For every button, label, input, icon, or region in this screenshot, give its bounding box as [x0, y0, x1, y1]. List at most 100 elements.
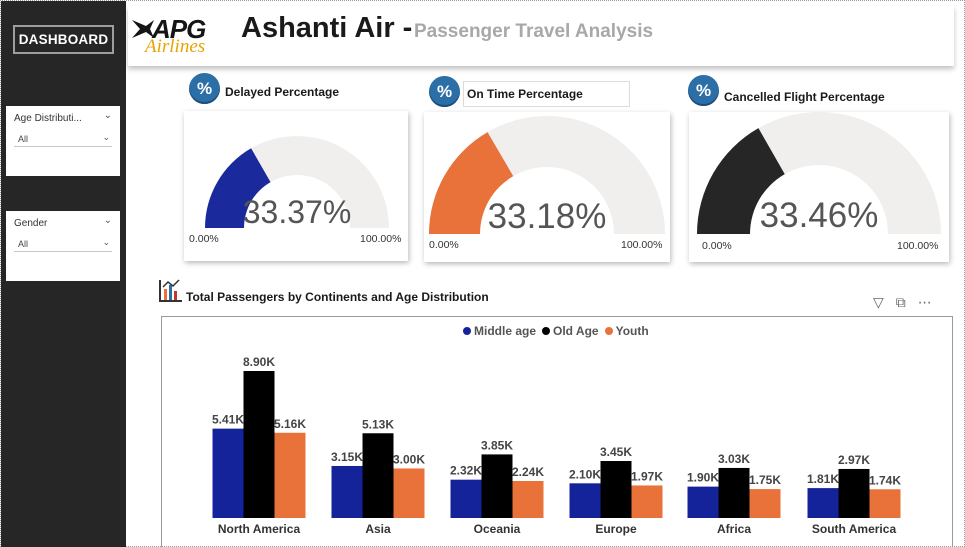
data-label: 5.13K	[362, 417, 394, 431]
logo-subtext: Airlines	[145, 36, 206, 57]
chart-frame[interactable]	[161, 316, 953, 547]
bar-youth[interactable]	[631, 485, 663, 518]
cancelled-gauge-card[interactable]: 33.46% 0.00% 100.00%	[689, 112, 949, 262]
chevron-down-icon[interactable]: ⌄	[102, 237, 110, 247]
legend-item-old-age[interactable]: Old Age	[542, 324, 599, 338]
on-time-gauge: 33.18%	[429, 116, 665, 236]
bar-youth[interactable]	[274, 432, 306, 518]
cancelled-gauge: 33.46%	[697, 112, 941, 235]
data-label: 1.90K	[687, 471, 719, 485]
category-label: Africa	[717, 522, 751, 536]
delayed-gauge-card[interactable]: 33.37% 0.00% 100.00%	[184, 111, 408, 261]
bar-chart: 5.41K 8.90K 5.16K North America 3.15K 5.13K 3.…	[212, 355, 901, 536]
data-label: 3.00K	[393, 452, 425, 466]
dropdown-value: All	[18, 239, 29, 249]
dropdown-value: All	[18, 134, 29, 144]
bar-old-age[interactable]	[718, 467, 750, 518]
bar-middle-age[interactable]	[450, 479, 482, 518]
delayed-gauge: 33.37%	[205, 136, 389, 230]
gauge-value-label: 33.46%	[760, 196, 879, 235]
gauge-value-arc	[429, 132, 514, 234]
slicer-title: Gender	[14, 218, 48, 229]
dashboard-button[interactable]: DASHBOARD	[13, 25, 114, 54]
chevron-down-icon[interactable]: ⌄	[103, 215, 112, 226]
legend-item-youth[interactable]: Youth	[604, 324, 649, 338]
bar-old-age[interactable]	[362, 433, 394, 518]
logo-text: APG	[152, 14, 206, 44]
sidebar: DASHBOARD Age Distributi... ⌄ All ⌄ Gend…	[1, 1, 126, 547]
page-subtitle: Passenger Travel Analysis	[414, 21, 654, 42]
data-label: 2.24K	[512, 465, 544, 479]
bar-middle-age[interactable]	[807, 488, 839, 518]
gauge-min-label: 0.00%	[189, 233, 219, 245]
gauge-value-arc	[697, 128, 785, 234]
bar-old-age[interactable]	[243, 371, 275, 518]
chart-title: Total Passengers by Continents and Age D…	[186, 290, 489, 304]
bar-old-age[interactable]	[838, 468, 870, 518]
chevron-down-icon[interactable]: ⌄	[103, 110, 112, 121]
filter-icon[interactable]: ▽	[873, 294, 884, 310]
gauge-min-label: 0.00%	[429, 239, 459, 251]
data-label: 3.15K	[331, 450, 363, 464]
data-label: 2.32K	[450, 464, 482, 478]
data-label: 5.41K	[212, 413, 244, 427]
bar-youth[interactable]	[869, 489, 901, 518]
chevron-down-icon[interactable]: ⌄	[102, 132, 110, 142]
percent-icon: %	[429, 76, 460, 107]
age-distribution-dropdown[interactable]: All ⌄	[14, 131, 112, 147]
gender-slicer[interactable]: Gender ⌄ All ⌄	[6, 211, 120, 281]
visual-toolbar: ▽ ⧉ ⋯	[873, 294, 932, 311]
more-options-icon[interactable]: ⋯	[917, 294, 932, 310]
data-label: 1.97K	[631, 469, 663, 483]
gauge-value-arc	[205, 148, 271, 228]
plane-icon	[132, 20, 154, 38]
slicer-title: Age Distributi...	[14, 113, 82, 124]
age-distribution-slicer[interactable]: Age Distributi... ⌄ All ⌄	[6, 106, 120, 176]
chart-legend: Middle age Old Age Youth	[463, 324, 649, 338]
gauge-value-label: 33.37%	[243, 194, 352, 230]
bar-youth[interactable]	[749, 489, 781, 518]
category-label: Asia	[365, 522, 391, 536]
data-label: 5.16K	[274, 417, 306, 431]
category-label: South America	[812, 522, 897, 536]
data-label: 3.03K	[718, 452, 750, 466]
kpi-label-box	[463, 81, 630, 107]
data-label: 1.74K	[869, 473, 901, 487]
bar-youth[interactable]	[512, 481, 544, 518]
bar-old-age[interactable]	[481, 454, 513, 518]
kpi-label-on-time: On Time Percentage	[467, 87, 583, 101]
data-label: 3.85K	[481, 438, 513, 452]
data-label: 3.45K	[600, 445, 632, 459]
gauge-max-label: 100.00%	[621, 239, 663, 251]
gauge-min-label: 0.00%	[702, 240, 732, 252]
percent-icon: %	[189, 73, 220, 104]
kpi-label-cancelled: Cancelled Flight Percentage	[724, 90, 885, 104]
data-label: 2.10K	[569, 467, 601, 481]
bar-middle-age[interactable]	[212, 428, 244, 518]
category-label: North America	[218, 522, 301, 536]
bar-old-age[interactable]	[600, 461, 632, 518]
bar-youth[interactable]	[393, 468, 425, 518]
data-label: 8.90K	[243, 355, 275, 369]
gauge-max-label: 100.00%	[360, 233, 402, 245]
gauge-value-label: 33.18%	[488, 197, 607, 236]
kpi-label-delayed: Delayed Percentage	[225, 85, 340, 99]
bar-middle-age[interactable]	[687, 486, 719, 518]
legend-item-middle-age[interactable]: Middle age	[463, 324, 536, 338]
data-label: 1.81K	[807, 472, 839, 486]
data-label: 1.75K	[749, 473, 781, 487]
category-label: Oceania	[474, 522, 521, 536]
bar-middle-age[interactable]	[331, 465, 363, 518]
focus-mode-icon[interactable]: ⧉	[895, 294, 906, 310]
gauge-max-label: 100.00%	[897, 240, 939, 252]
on-time-gauge-card[interactable]: 33.18% 0.00% 100.00%	[424, 112, 670, 262]
data-label: 2.97K	[838, 453, 870, 467]
gender-dropdown[interactable]: All ⌄	[14, 236, 112, 252]
bar-chart-icon	[159, 279, 182, 302]
report-header: APG Airlines Ashanti Air - Passenger Tra…	[128, 6, 954, 66]
bar-middle-age[interactable]	[569, 483, 601, 518]
page-title: Ashanti Air -	[241, 12, 413, 44]
apg-airlines-logo: APG Airlines	[132, 14, 232, 60]
category-label: Europe	[595, 522, 637, 536]
